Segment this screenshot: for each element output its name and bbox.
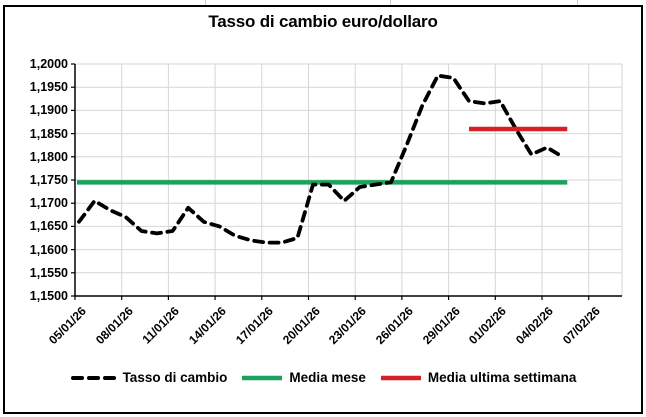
y-tick-label: 1,1550 — [29, 265, 68, 280]
cell-gridline — [205, 0, 206, 6]
legend-label: Media ultima settimana — [427, 370, 577, 385]
y-tick-label: 1,2000 — [29, 57, 68, 71]
legend-item-tasso-di-cambio[interactable]: Tasso di cambio — [70, 370, 228, 385]
y-tick-label: 1,1850 — [29, 126, 68, 141]
legend: Tasso di cambio Media mese Media ultima … — [0, 370, 646, 385]
y-tick-label: 1,1950 — [29, 80, 68, 95]
exchange-rate-line[interactable] — [77, 73, 565, 245]
green-line-sample-icon — [242, 375, 283, 380]
y-tick-label: 1,1800 — [29, 149, 68, 164]
chart-frame — [3, 5, 643, 414]
chart-title: Tasso di cambio euro/dollaro — [208, 12, 438, 31]
legend-label: Media mese — [289, 370, 366, 385]
legend-item-media-mese[interactable]: Media mese — [240, 370, 366, 385]
y-tick-label: 1,1900 — [29, 103, 68, 118]
y-tick-label: 1,1500 — [29, 289, 68, 303]
legend-item-media-ultima-settimana[interactable]: Media ultima settimana — [379, 370, 577, 385]
cell-gridline — [390, 0, 391, 6]
dashed-line-sample-icon — [70, 375, 118, 380]
red-line-sample-icon — [380, 375, 421, 380]
y-tick-label: 1,1600 — [29, 242, 68, 257]
legend-label: Tasso di cambio — [122, 370, 228, 385]
y-tick-label: 1,1700 — [29, 196, 68, 211]
cell-gridline — [577, 0, 578, 6]
y-tick-label: 1,1750 — [29, 173, 68, 187]
y-tick-label: 1,1650 — [29, 219, 68, 234]
